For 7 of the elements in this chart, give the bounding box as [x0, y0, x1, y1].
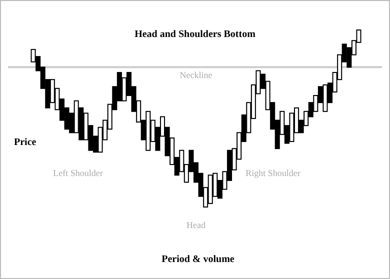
chart-title: Head and Shoulders Bottom [134, 29, 256, 40]
x-axis-title: Period & volume [162, 254, 235, 265]
y-axis-title: Price [14, 137, 37, 148]
annotation: Right Shoulder [246, 168, 300, 178]
ref-line-label: Neckline [180, 70, 212, 80]
annotation: Left Shoulder [53, 168, 103, 178]
text: Head [186, 220, 206, 230]
